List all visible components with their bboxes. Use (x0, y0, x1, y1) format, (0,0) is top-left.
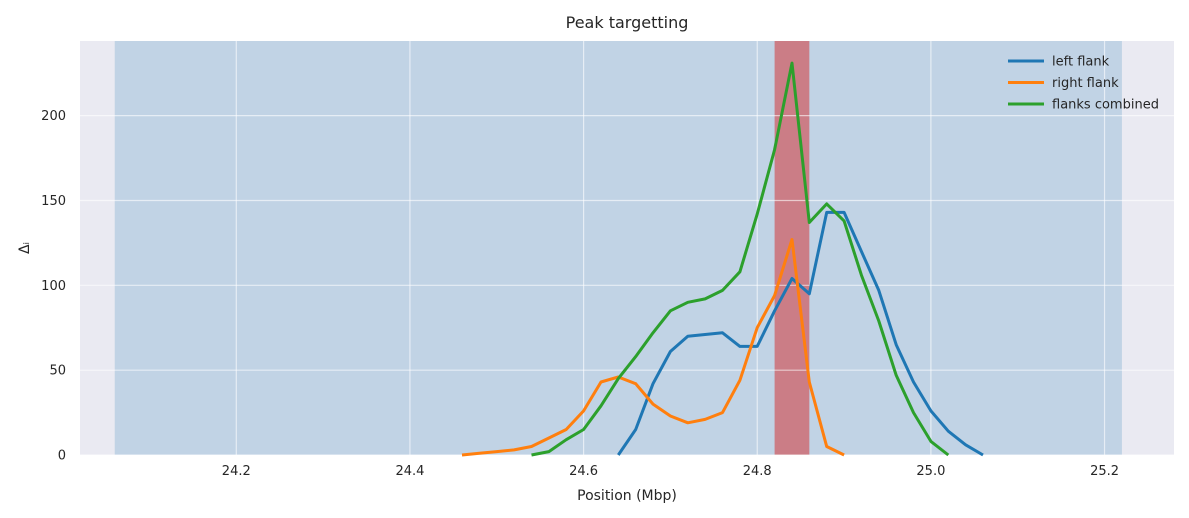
legend: left flank right flank flanks combined (1008, 55, 1159, 113)
series-lines (461, 61, 984, 457)
y-tick-label: 0 (58, 449, 66, 464)
y-axis-label: Δᵢ (17, 242, 33, 254)
legend-label: left flank (1052, 55, 1110, 70)
y-tick-label: 100 (41, 279, 66, 294)
x-tick-label: 24.4 (395, 464, 424, 479)
x-tick-label: 24.8 (743, 464, 772, 479)
shaded-regions (114, 41, 1122, 455)
shaded-region-0 (114, 41, 1122, 455)
x-axis-label: Position (Mbp) (577, 488, 677, 504)
x-tick-label: 25.2 (1090, 464, 1119, 479)
tick-labels: 24.2 24.4 24.6 24.8 25.0 25.2 0 50 100 150 200 (41, 109, 1119, 479)
series-line-right-flank (461, 238, 845, 457)
plot-background (80, 41, 1174, 455)
x-tick-label: 24.2 (222, 464, 251, 479)
legend-label: flanks combined (1052, 98, 1159, 113)
chart-title: Peak targetting (566, 13, 689, 32)
x-tick-label: 24.6 (569, 464, 598, 479)
x-tick-label: 25.0 (916, 464, 945, 479)
grid (80, 41, 1174, 456)
y-tick-label: 200 (41, 109, 66, 124)
series-line-flanks-combined (531, 61, 950, 457)
y-tick-label: 150 (41, 194, 66, 209)
legend-label: right flank (1052, 76, 1119, 91)
series-line-left-flank (617, 210, 984, 457)
y-tick-label: 50 (49, 364, 66, 379)
